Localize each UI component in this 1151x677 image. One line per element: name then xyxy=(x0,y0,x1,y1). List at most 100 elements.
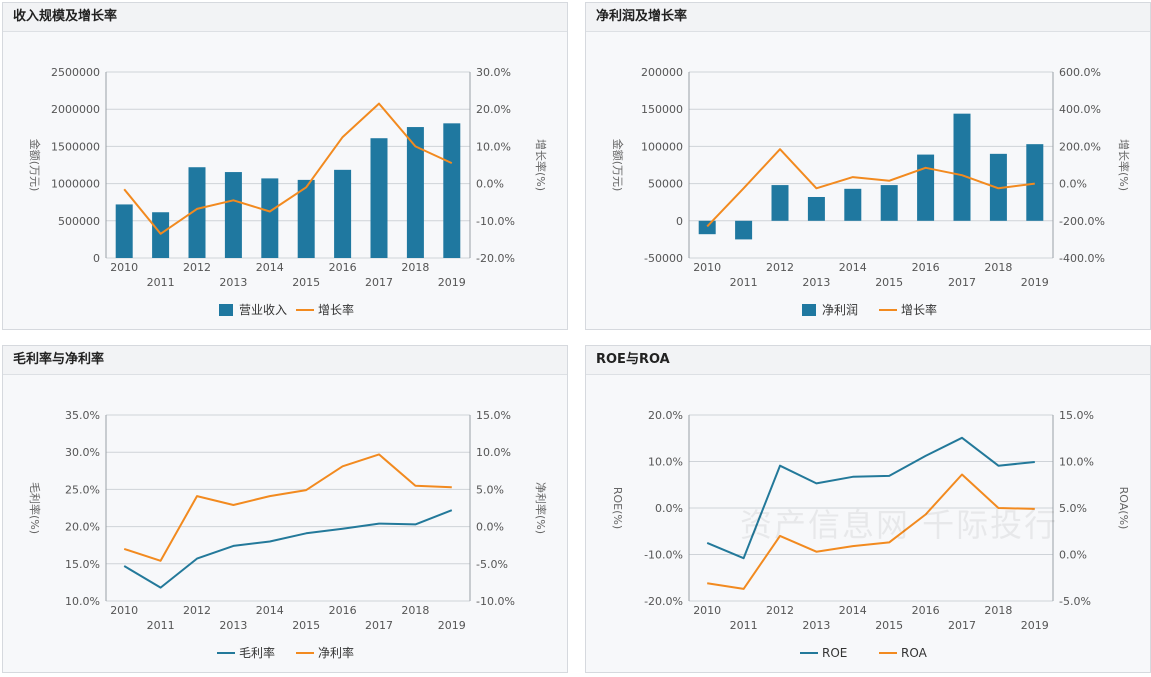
legend-swatch xyxy=(802,304,816,316)
x-tick-label: 2010 xyxy=(693,604,721,617)
x-tick-label: 2018 xyxy=(984,604,1012,617)
series-line xyxy=(707,473,1035,590)
x-tick-label: 2017 xyxy=(365,619,393,632)
x-tick-label: 2013 xyxy=(802,619,830,632)
x-tick-label: 2014 xyxy=(256,604,284,617)
chart-margins: 10.0% -10.0% 15.0% -5.0% 20.0% 0.0% 25.0% 5.0% 3… xyxy=(28,409,548,660)
x-tick-label: 2015 xyxy=(292,276,320,289)
chart-revenue-growth: 0 -20.0% 500000 -10.0% 1000000 0.0% 1500000 10.… xyxy=(28,66,548,317)
series-line xyxy=(123,102,453,235)
left-tick-label: 1500000 xyxy=(51,140,100,153)
bar xyxy=(115,204,133,258)
x-tick-label: 2012 xyxy=(183,604,211,617)
legend-label: ROA xyxy=(901,646,928,660)
panel-title: 毛利率与净利率 xyxy=(3,346,567,375)
right-tick-label: 10.0% xyxy=(476,140,511,153)
x-tick-label: 2019 xyxy=(1021,276,1049,289)
bar xyxy=(807,196,825,221)
x-tick-label: 2013 xyxy=(219,276,247,289)
left-tick-label: 200000 xyxy=(641,66,683,79)
x-tick-label: 2017 xyxy=(365,276,393,289)
right-axis-title: 增长率(%) xyxy=(534,139,548,191)
left-axis-title: 金额(万元) xyxy=(611,139,625,192)
panel-title: 净利润及增长率 xyxy=(586,3,1150,32)
series-line xyxy=(123,509,453,589)
left-tick-label: 50000 xyxy=(648,178,683,191)
left-tick-label: 150000 xyxy=(641,103,683,116)
left-tick-label: 25.0% xyxy=(65,483,100,496)
legend-label: 毛利率 xyxy=(239,645,275,660)
left-tick-label: -50000 xyxy=(644,252,683,265)
x-tick-label: 2011 xyxy=(147,276,175,289)
x-tick-label: 2018 xyxy=(401,604,429,617)
x-tick-label: 2010 xyxy=(110,261,138,274)
left-tick-label: 20.0% xyxy=(648,409,683,422)
bar xyxy=(224,172,242,258)
right-tick-label: -5.0% xyxy=(476,558,508,571)
x-tick-label: 2016 xyxy=(912,261,940,274)
right-tick-label: -200.0% xyxy=(1059,215,1105,228)
bar xyxy=(698,220,716,235)
left-tick-label: 20.0% xyxy=(65,521,100,534)
x-tick-label: 2014 xyxy=(839,604,867,617)
bar xyxy=(771,185,789,221)
series-line xyxy=(123,453,452,562)
bar xyxy=(917,154,935,221)
x-tick-label: 2016 xyxy=(329,261,357,274)
x-tick-label: 2011 xyxy=(730,619,758,632)
left-tick-label: -10.0% xyxy=(644,549,683,562)
legend-label: 净利润 xyxy=(822,303,858,317)
x-tick-label: 2014 xyxy=(839,261,867,274)
x-tick-label: 2016 xyxy=(912,604,940,617)
x-tick-label: 2013 xyxy=(802,276,830,289)
right-tick-label: -20.0% xyxy=(476,252,515,265)
bar xyxy=(880,185,898,221)
x-tick-label: 2011 xyxy=(147,619,175,632)
bar xyxy=(844,188,862,221)
right-axis-title: 增长率(%) xyxy=(1117,139,1131,191)
x-tick-label: 2018 xyxy=(401,261,429,274)
bar xyxy=(152,212,170,258)
x-tick-label: 2015 xyxy=(875,619,903,632)
x-tick-label: 2017 xyxy=(948,619,976,632)
legend-label: ROE xyxy=(822,646,847,660)
right-tick-label: 0.0% xyxy=(476,521,504,534)
right-tick-label: -10.0% xyxy=(476,215,515,228)
legend-swatch xyxy=(219,304,233,316)
x-tick-label: 2016 xyxy=(329,604,357,617)
series-line xyxy=(706,436,1035,560)
panel-title: ROE与ROA xyxy=(586,346,1150,375)
right-tick-label: 15.0% xyxy=(1059,409,1094,422)
bar xyxy=(188,167,206,258)
panel-roe-roa: ROE与ROA -20.0% -5.0% -10.0% 0.0% 0.0% 5.0% 10.… xyxy=(585,345,1151,673)
left-tick-label: 10.0% xyxy=(65,595,100,608)
left-tick-label: 35.0% xyxy=(65,409,100,422)
right-tick-label: 600.0% xyxy=(1059,66,1101,79)
bar xyxy=(370,138,388,258)
right-tick-label: 10.0% xyxy=(476,446,511,459)
x-tick-label: 2019 xyxy=(438,619,466,632)
x-tick-label: 2013 xyxy=(219,619,247,632)
right-tick-label: 10.0% xyxy=(1059,456,1094,469)
x-tick-label: 2019 xyxy=(1021,619,1049,632)
chart-roe-roa: -20.0% -5.0% -10.0% 0.0% 0.0% 5.0% 10.0% 10.0% 2… xyxy=(611,409,1130,660)
legend-label: 增长率 xyxy=(318,302,354,317)
bar xyxy=(334,169,352,258)
legend-label: 增长率 xyxy=(901,302,937,317)
bar xyxy=(297,179,315,258)
x-tick-label: 2011 xyxy=(730,276,758,289)
left-tick-label: 15.0% xyxy=(65,558,100,571)
right-tick-label: 5.0% xyxy=(1059,502,1087,515)
x-tick-label: 2012 xyxy=(766,261,794,274)
x-tick-label: 2015 xyxy=(292,619,320,632)
x-tick-label: 2012 xyxy=(766,604,794,617)
panel-net-profit: 净利润及增长率 -50000 -400.0% 0 -200.0% 50000 0.0% 10… xyxy=(585,2,1151,330)
right-tick-label: -400.0% xyxy=(1059,252,1105,265)
left-tick-label: 1000000 xyxy=(51,178,100,191)
bar xyxy=(1026,144,1044,221)
watermark: 资产信息网 千际投行 xyxy=(740,506,1059,544)
right-axis-title: 净利率(%) xyxy=(534,482,548,534)
left-tick-label: 0 xyxy=(676,215,683,228)
left-axis-title: 金额(万元) xyxy=(28,139,42,192)
x-tick-label: 2012 xyxy=(183,261,211,274)
